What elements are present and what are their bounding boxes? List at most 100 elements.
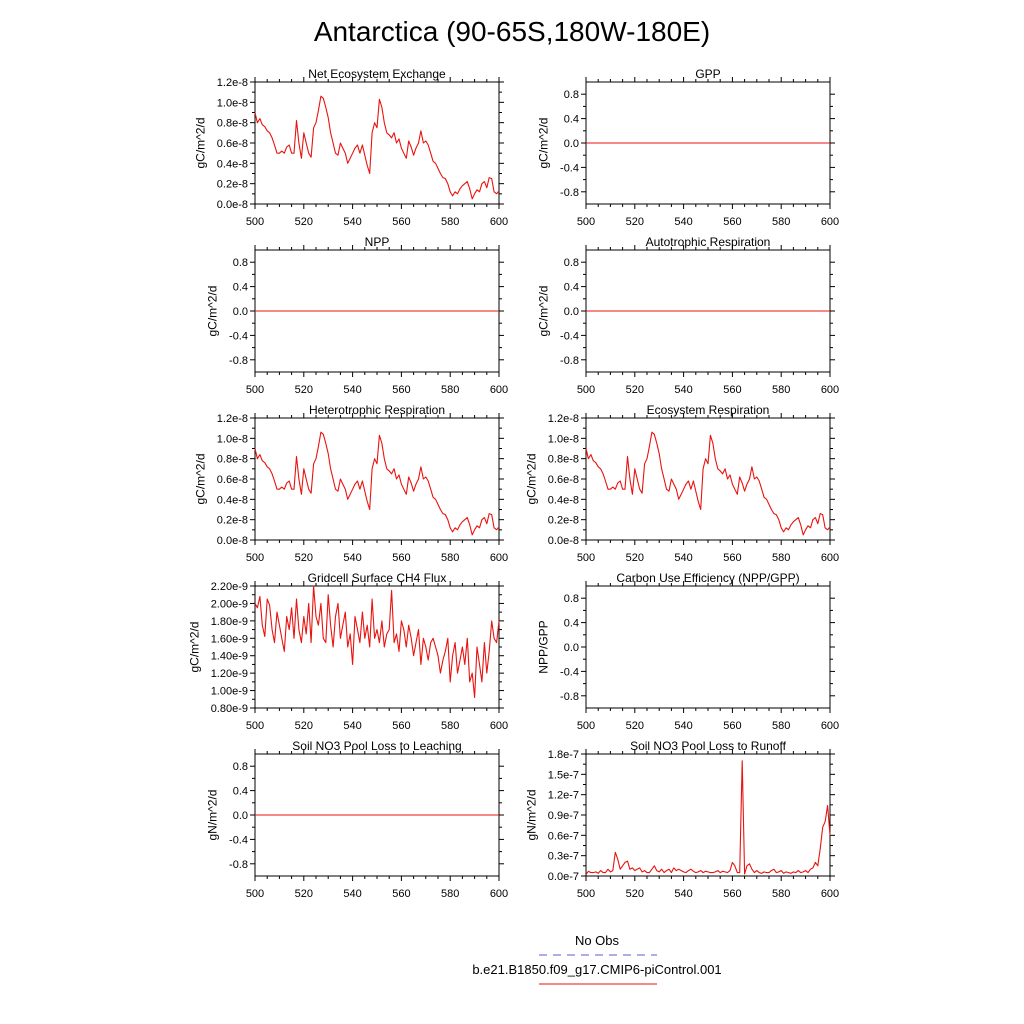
y-tick-label: -0.4 — [229, 330, 248, 342]
panel-npp: NPP -0.8 -0.4 0.0 0.4 0.8 500 520 540 560 580 600 gC… — [206, 235, 509, 396]
y-tick-label: 0.0 — [233, 810, 248, 822]
y-tick-label: -0.8 — [560, 355, 579, 367]
x-tick-label: 600 — [821, 216, 839, 228]
x-tick-label: 560 — [723, 216, 741, 228]
y-tick-label: 0.0 — [564, 306, 579, 318]
x-tick-label: 540 — [674, 888, 692, 900]
panel-title: Autotrophic Respiration — [646, 235, 771, 249]
x-tick-label: 580 — [441, 384, 459, 396]
y-tick-label: 0.8 — [564, 257, 579, 269]
x-tick-label: 580 — [772, 888, 790, 900]
y-tick-label: 0.4 — [233, 786, 248, 798]
y-axis-label: gC/m^2/d — [193, 454, 207, 505]
panel-soil-no3-pool-loss-to-leaching: Soil NO3 Pool Loss to Leaching -0.8 -0.4 0.… — [206, 739, 509, 900]
x-tick-label: 580 — [441, 552, 459, 564]
x-tick-label: 600 — [490, 720, 508, 732]
x-tick-label: 540 — [343, 216, 361, 228]
y-tick-label: 0.8e-8 — [548, 454, 579, 466]
figure-title: Antarctica (90-65S,180W-180E) — [314, 16, 710, 47]
y-tick-label: 1.0e-8 — [217, 97, 248, 109]
y-tick-label: 1.60e-9 — [211, 633, 248, 645]
y-tick-label: 0.2e-8 — [217, 515, 248, 527]
legend-model-label: b.e21.B1850.f09_g17.CMIP6-piControl.001 — [472, 962, 721, 977]
y-tick-label: 0.2e-8 — [217, 179, 248, 191]
y-tick-label: 1.2e-7 — [548, 790, 579, 802]
x-tick-label: 540 — [343, 720, 361, 732]
x-tick-label: 560 — [723, 384, 741, 396]
panel-heterotrophic-respiration: Heterotrophic Respiration 0.0e-8 0.2e-8 0.4… — [193, 403, 508, 564]
y-axis-label: gC/m^2/d — [537, 118, 551, 169]
y-tick-label: 0.8e-8 — [217, 118, 248, 130]
y-axis-label: gN/m^2/d — [206, 790, 220, 841]
y-tick-label: 1.2e-8 — [217, 413, 248, 425]
panel-title: Heterotrophic Respiration — [309, 403, 445, 417]
x-tick-label: 580 — [441, 216, 459, 228]
y-tick-label: 0.4 — [564, 114, 579, 126]
x-tick-label: 560 — [723, 888, 741, 900]
x-tick-label: 520 — [295, 720, 313, 732]
series-line — [585, 431, 831, 536]
y-tick-label: 1.0e-8 — [548, 433, 579, 445]
y-tick-label: 2.20e-9 — [211, 581, 248, 593]
y-tick-label: 0.0e-8 — [217, 199, 248, 211]
panel-title: Gridcell Surface CH4 Flux — [308, 571, 447, 585]
y-tick-label: 1.20e-9 — [211, 668, 248, 680]
plot-frame — [585, 753, 831, 877]
y-tick-label: 1.2e-8 — [548, 413, 579, 425]
x-tick-label: 560 — [392, 552, 410, 564]
x-tick-label: 580 — [441, 720, 459, 732]
y-axis-label: gC/m^2/d — [187, 622, 201, 673]
y-tick-label: -0.8 — [560, 691, 579, 703]
y-tick-label: 0.0e-8 — [217, 535, 248, 547]
x-tick-label: 560 — [392, 216, 410, 228]
series-line — [254, 431, 500, 536]
y-tick-label: 0.0e-7 — [548, 871, 579, 883]
panel-gpp: GPP -0.8 -0.4 0.0 0.4 0.8 500 520 540 560 580 600 gC… — [537, 67, 840, 228]
y-tick-label: 0.6e-8 — [548, 474, 579, 486]
x-tick-label: 520 — [626, 552, 644, 564]
x-tick-label: 600 — [490, 552, 508, 564]
x-tick-label: 500 — [246, 216, 264, 228]
x-tick-label: 540 — [674, 384, 692, 396]
x-tick-label: 580 — [772, 216, 790, 228]
y-axis-label: NPP/GPP — [537, 620, 551, 673]
x-tick-label: 500 — [577, 720, 595, 732]
y-tick-label: 0.8 — [233, 257, 248, 269]
y-tick-label: 1.2e-8 — [217, 77, 248, 89]
panel-title: Carbon Use Efficiency (NPP/GPP) — [616, 571, 799, 585]
y-tick-label: -0.4 — [560, 666, 579, 678]
panel-title: Ecosystem Respiration — [647, 403, 770, 417]
y-tick-label: 0.4e-8 — [548, 494, 579, 506]
x-tick-label: 540 — [674, 720, 692, 732]
x-tick-label: 540 — [343, 552, 361, 564]
y-tick-label: 1.00e-9 — [211, 686, 248, 698]
y-axis-label: gC/m^2/d — [524, 454, 538, 505]
y-axis-label: gC/m^2/d — [193, 118, 207, 169]
y-axis-label: gC/m^2/d — [537, 286, 551, 337]
legend: No Obs b.e21.B1850.f09_g17.CMIP6-piContr… — [472, 933, 722, 985]
y-tick-label: 0.8 — [564, 593, 579, 605]
x-tick-label: 580 — [772, 384, 790, 396]
y-tick-label: 0.4e-8 — [217, 158, 248, 170]
y-tick-label: 0.8e-8 — [217, 454, 248, 466]
plot-frame — [585, 585, 831, 709]
x-tick-label: 580 — [772, 720, 790, 732]
y-tick-label: 0.8 — [564, 89, 579, 101]
x-tick-label: 520 — [626, 216, 644, 228]
panel-ecosystem-respiration: Ecosystem Respiration 0.0e-8 0.2e-8 0.4e-8 0… — [524, 403, 839, 564]
legend-obs-label: No Obs — [575, 933, 620, 948]
panel-grid: Net Ecosystem Exchange 0.0e-8 0.2e-8 0.4e-8… — [187, 67, 839, 900]
y-tick-label: -0.8 — [229, 355, 248, 367]
y-tick-label: 0.4 — [564, 282, 579, 294]
x-tick-label: 600 — [490, 888, 508, 900]
y-tick-label: -0.4 — [560, 330, 579, 342]
y-tick-label: -0.4 — [560, 162, 579, 174]
y-axis-label: gN/m^2/d — [524, 790, 538, 841]
x-tick-label: 600 — [490, 384, 508, 396]
y-tick-label: 1.0e-8 — [217, 433, 248, 445]
series-line — [254, 95, 500, 200]
panel-soil-no3-pool-loss-to-runoff: Soil NO3 Pool Loss to Runoff 0.0e-7 0.3e-7… — [524, 739, 839, 900]
x-tick-label: 560 — [392, 384, 410, 396]
x-tick-label: 560 — [723, 552, 741, 564]
